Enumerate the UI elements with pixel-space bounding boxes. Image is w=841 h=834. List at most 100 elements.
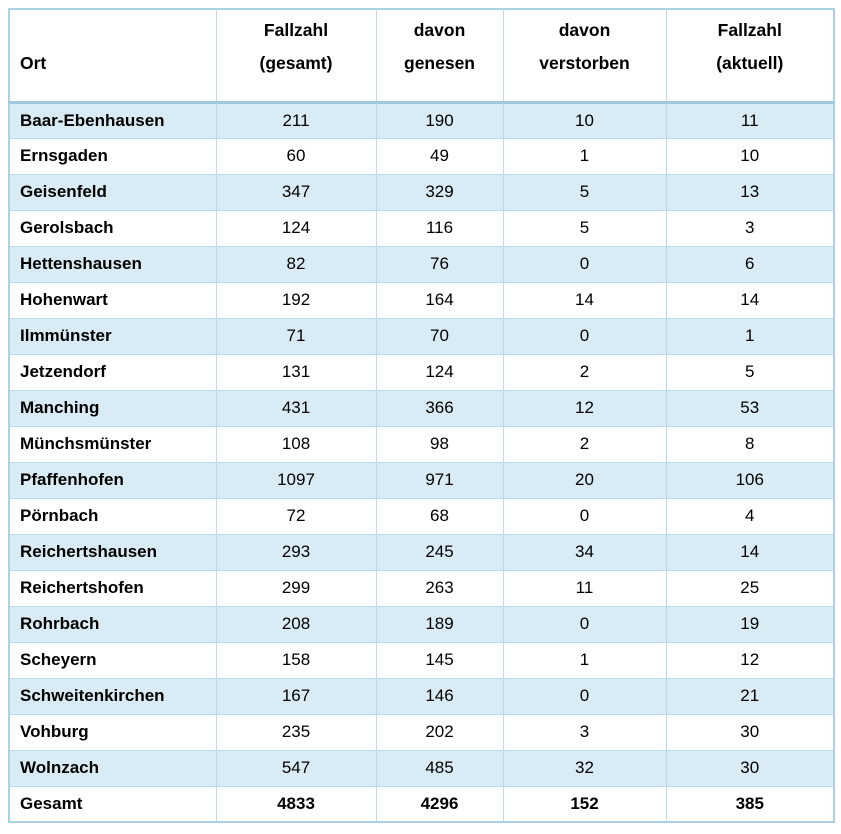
header-label: davon [413,20,466,40]
total-row: Gesamt 4833 4296 152 385 [8,785,835,823]
ort-cell: Reichertshofen [8,569,217,607]
table-row: Reichertshofen 299 263 11 25 [8,569,835,607]
column-header-fallzahl-gesamt: Fallzahl (gesamt) [215,8,377,104]
genesen-cell: 98 [375,425,504,463]
ort-cell: Ernsgaden [8,137,217,175]
genesen-cell: 190 [375,101,504,139]
header-label: (gesamt) [259,53,333,73]
genesen-cell: 329 [375,173,504,211]
verstorben-cell: 0 [502,497,667,535]
gesamt-cell: 71 [215,317,377,355]
ort-cell: Hettenshausen [8,245,217,283]
genesen-cell: 146 [375,677,504,715]
genesen-cell: 263 [375,569,504,607]
ort-cell: Pfaffenhofen [8,461,217,499]
verstorben-cell: 1 [502,137,667,175]
aktuell-cell: 30 [665,749,835,787]
verstorben-cell: 1 [502,641,667,679]
table-row: Ernsgaden 60 49 1 10 [8,137,835,175]
header-label: genesen [404,53,475,73]
verstorben-cell: 5 [502,173,667,211]
ort-cell: Manching [8,389,217,427]
gesamt-cell: 82 [215,245,377,283]
verstorben-cell: 12 [502,389,667,427]
table-row: Pfaffenhofen 1097 971 20 106 [8,461,835,499]
column-header-davon-verstorben: davon verstorben [502,8,667,104]
table-row: Baar-Ebenhausen 211 190 10 11 [8,101,835,139]
ort-cell: Scheyern [8,641,217,679]
aktuell-cell: 3 [665,209,835,247]
gesamt-cell: 108 [215,425,377,463]
genesen-cell: 68 [375,497,504,535]
aktuell-cell: 6 [665,245,835,283]
table-row: Jetzendorf 131 124 2 5 [8,353,835,391]
gesamt-cell: 72 [215,497,377,535]
verstorben-cell: 0 [502,605,667,643]
verstorben-cell: 0 [502,317,667,355]
gesamt-cell: 60 [215,137,377,175]
table-row: Wolnzach 547 485 32 30 [8,749,835,787]
genesen-cell: 189 [375,605,504,643]
table-row: Scheyern 158 145 1 12 [8,641,835,679]
genesen-cell: 485 [375,749,504,787]
aktuell-cell: 53 [665,389,835,427]
genesen-cell: 49 [375,137,504,175]
header-label: verstorben [539,53,630,73]
header-label: Ort [20,53,47,73]
aktuell-cell: 14 [665,533,835,571]
gesamt-cell: 4833 [215,785,377,823]
genesen-cell: 116 [375,209,504,247]
ort-cell: Baar-Ebenhausen [8,101,217,139]
aktuell-cell: 4 [665,497,835,535]
header-label: Fallzahl [263,20,329,40]
gesamt-cell: 347 [215,173,377,211]
gesamt-cell: 158 [215,641,377,679]
ort-cell: Vohburg [8,713,217,751]
aktuell-cell: 14 [665,281,835,319]
gesamt-cell: 208 [215,605,377,643]
table-row: Pörnbach 72 68 0 4 [8,497,835,535]
table-row: Manching 431 366 12 53 [8,389,835,427]
ort-cell: Gerolsbach [8,209,217,247]
gesamt-cell: 235 [215,713,377,751]
ort-cell: Hohenwart [8,281,217,319]
aktuell-cell: 106 [665,461,835,499]
aktuell-cell: 10 [665,137,835,175]
aktuell-cell: 19 [665,605,835,643]
genesen-cell: 366 [375,389,504,427]
ort-cell: Geisenfeld [8,173,217,211]
genesen-cell: 202 [375,713,504,751]
table-row: Geisenfeld 347 329 5 13 [8,173,835,211]
verstorben-cell: 3 [502,713,667,751]
gesamt-cell: 547 [215,749,377,787]
table-row: Hohenwart 192 164 14 14 [8,281,835,319]
table-row: Münchsmünster 108 98 2 8 [8,425,835,463]
gesamt-cell: 131 [215,353,377,391]
gesamt-cell: 431 [215,389,377,427]
aktuell-cell: 8 [665,425,835,463]
gesamt-cell: 192 [215,281,377,319]
genesen-cell: 245 [375,533,504,571]
gesamt-cell: 167 [215,677,377,715]
ort-cell: Rohrbach [8,605,217,643]
verstorben-cell: 0 [502,677,667,715]
genesen-cell: 971 [375,461,504,499]
gesamt-cell: 293 [215,533,377,571]
verstorben-cell: 2 [502,353,667,391]
table-row: Vohburg 235 202 3 30 [8,713,835,751]
genesen-cell: 76 [375,245,504,283]
ort-cell: Schweitenkirchen [8,677,217,715]
table-row: Ilmmünster 71 70 0 1 [8,317,835,355]
aktuell-cell: 5 [665,353,835,391]
gesamt-cell: 299 [215,569,377,607]
ort-cell: Wolnzach [8,749,217,787]
verstorben-cell: 11 [502,569,667,607]
aktuell-cell: 12 [665,641,835,679]
header-label: Fallzahl [717,20,782,40]
table-row: Hettenshausen 82 76 0 6 [8,245,835,283]
aktuell-cell: 21 [665,677,835,715]
verstorben-cell: 10 [502,101,667,139]
header-label: davon [558,20,611,40]
header-row: Ort Fallzahl (gesamt) davon genesen davo… [8,8,835,104]
